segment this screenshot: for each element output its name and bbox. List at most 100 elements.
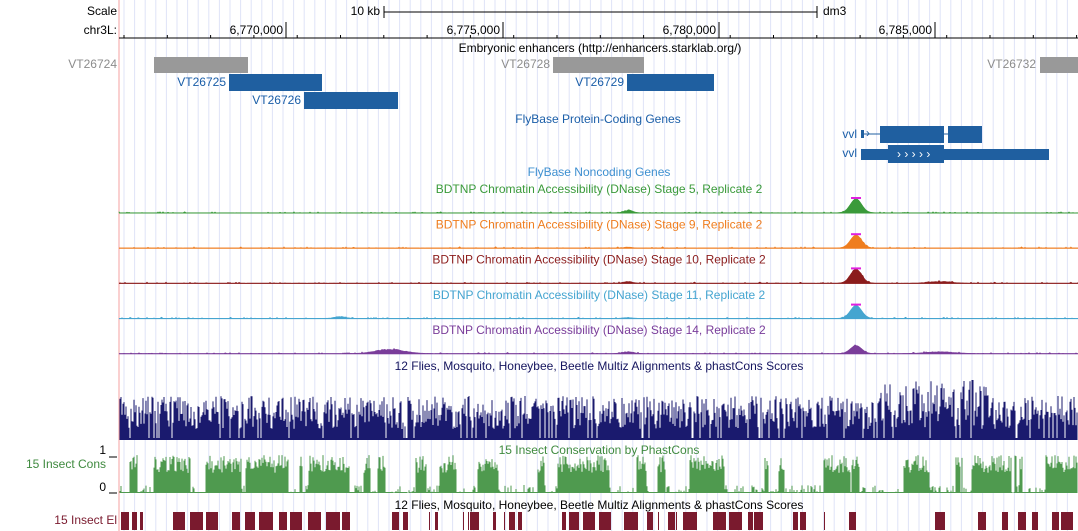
gene-label: vvl (842, 127, 857, 141)
dnase-signal (118, 233, 1078, 249)
dnase-signal (118, 305, 1078, 319)
conserved-element (290, 512, 302, 530)
enhancer-label: VT26724 (68, 57, 117, 71)
track-title: Embryonic enhancers (http://enhancers.st… (459, 41, 742, 55)
conserved-element (562, 512, 566, 530)
elements-track (121, 512, 1073, 530)
enhancer (304, 92, 398, 109)
conserved-element (504, 512, 505, 530)
enhancer-label: VT26726 (252, 93, 301, 107)
conserved-element (1002, 512, 1008, 530)
enhancer (1040, 57, 1078, 73)
track-side-label: 15 Insect Cons (26, 457, 106, 471)
gene-exon (948, 126, 982, 143)
gene-utr (861, 149, 1049, 160)
conserved-element (583, 512, 595, 530)
conserved-element (748, 512, 753, 530)
conserved-element (259, 512, 273, 530)
conserved-element (849, 512, 856, 530)
conserved-element (683, 512, 697, 530)
track-title: 12 Flies, Mosquito, Honeybee, Beetle Mul… (395, 498, 804, 512)
conserved-element (599, 512, 611, 530)
phastcons-bars (119, 455, 1078, 493)
conserved-element (132, 512, 137, 530)
conserved-element (308, 512, 321, 530)
strand-arrows: › (866, 126, 870, 140)
conserved-element (800, 512, 806, 530)
conserved-element (713, 512, 726, 530)
conserved-element (793, 512, 798, 530)
conserved-element (754, 512, 763, 530)
track-title: BDTNP Chromatin Accessibility (DNase) St… (436, 182, 763, 196)
enhancer (627, 74, 714, 91)
ruler: 6,770,000 6,775,000 6,780,000 6,785,000 (119, 22, 1078, 39)
gene-exon (888, 145, 944, 163)
enhancer-label: VT26728 (501, 57, 550, 71)
strand-arrows: › › › › › (897, 147, 930, 161)
conserved-element (1061, 512, 1073, 530)
conserved-element (342, 512, 350, 530)
enhancer-label: VT26729 (575, 75, 624, 89)
conserved-element (493, 512, 496, 530)
conserved-element (935, 512, 945, 530)
conserved-element (978, 512, 986, 530)
dnase-signal (118, 267, 1078, 284)
ruler-label: 6,775,000 (447, 23, 501, 37)
conserved-element (245, 512, 255, 530)
track-title: 12 Flies, Mosquito, Honeybee, Beetle Mul… (395, 359, 804, 373)
conserved-element (647, 512, 653, 530)
conserved-element (729, 512, 742, 530)
conserved-element (326, 512, 340, 530)
enhancer (553, 57, 644, 73)
assembly: dm3 (823, 4, 847, 18)
scale-label: Scale (87, 4, 117, 18)
conserved-element (140, 512, 143, 530)
conserved-element (624, 512, 638, 530)
enhancer (229, 74, 322, 91)
conserved-element (470, 512, 479, 530)
conserved-element (518, 512, 522, 530)
conserved-element (429, 512, 430, 530)
scale-bar-label: 10 kb (351, 4, 381, 18)
multiz-track (119, 380, 1078, 440)
gene-exon (880, 126, 944, 143)
track-title: BDTNP Chromatin Accessibility (DNase) St… (436, 217, 763, 231)
peak-cap (851, 233, 861, 236)
track-title: FlyBase Noncoding Genes (528, 165, 671, 179)
conserved-element (173, 512, 185, 530)
conservation-bars (119, 380, 1078, 440)
enhancer-label: VT26725 (177, 75, 226, 89)
track-title: BDTNP Chromatin Accessibility (DNase) St… (433, 288, 766, 302)
gene-utr (861, 130, 864, 138)
conserved-element (668, 512, 675, 530)
conserved-element (121, 512, 129, 530)
peak-cap (851, 267, 861, 270)
track-title: BDTNP Chromatin Accessibility (DNase) St… (432, 323, 766, 337)
phastcons-track (119, 455, 1078, 493)
conserved-element (206, 512, 218, 530)
track-side-label: 15 Insect El (54, 513, 117, 527)
track-title: BDTNP Chromatin Accessibility (DNase) St… (432, 253, 766, 267)
enhancer (154, 57, 248, 73)
dnase-signal (118, 198, 1078, 214)
y-axis-label: 1 (99, 443, 106, 457)
track-title: FlyBase Protein-Coding Genes (515, 112, 680, 126)
conserved-element (569, 512, 579, 530)
chrom-label: chr3L: (84, 23, 117, 37)
gene-label: vvl (842, 146, 857, 160)
peak-cap (851, 197, 861, 199)
conserved-element (468, 512, 469, 530)
enhancer-label: VT26732 (987, 57, 1036, 71)
dnase-tracks: BDTNP Chromatin Accessibility (DNase) St… (118, 182, 1078, 355)
y-axis-label: 0 (99, 480, 106, 494)
conserved-element (392, 512, 399, 530)
conserved-element (1032, 512, 1038, 530)
ruler-label: 6,785,000 (879, 23, 933, 37)
conserved-element (1052, 512, 1059, 530)
conserved-element (279, 512, 287, 530)
conserved-element (509, 512, 515, 530)
conserved-element (1018, 512, 1026, 530)
conserved-element (435, 512, 438, 530)
